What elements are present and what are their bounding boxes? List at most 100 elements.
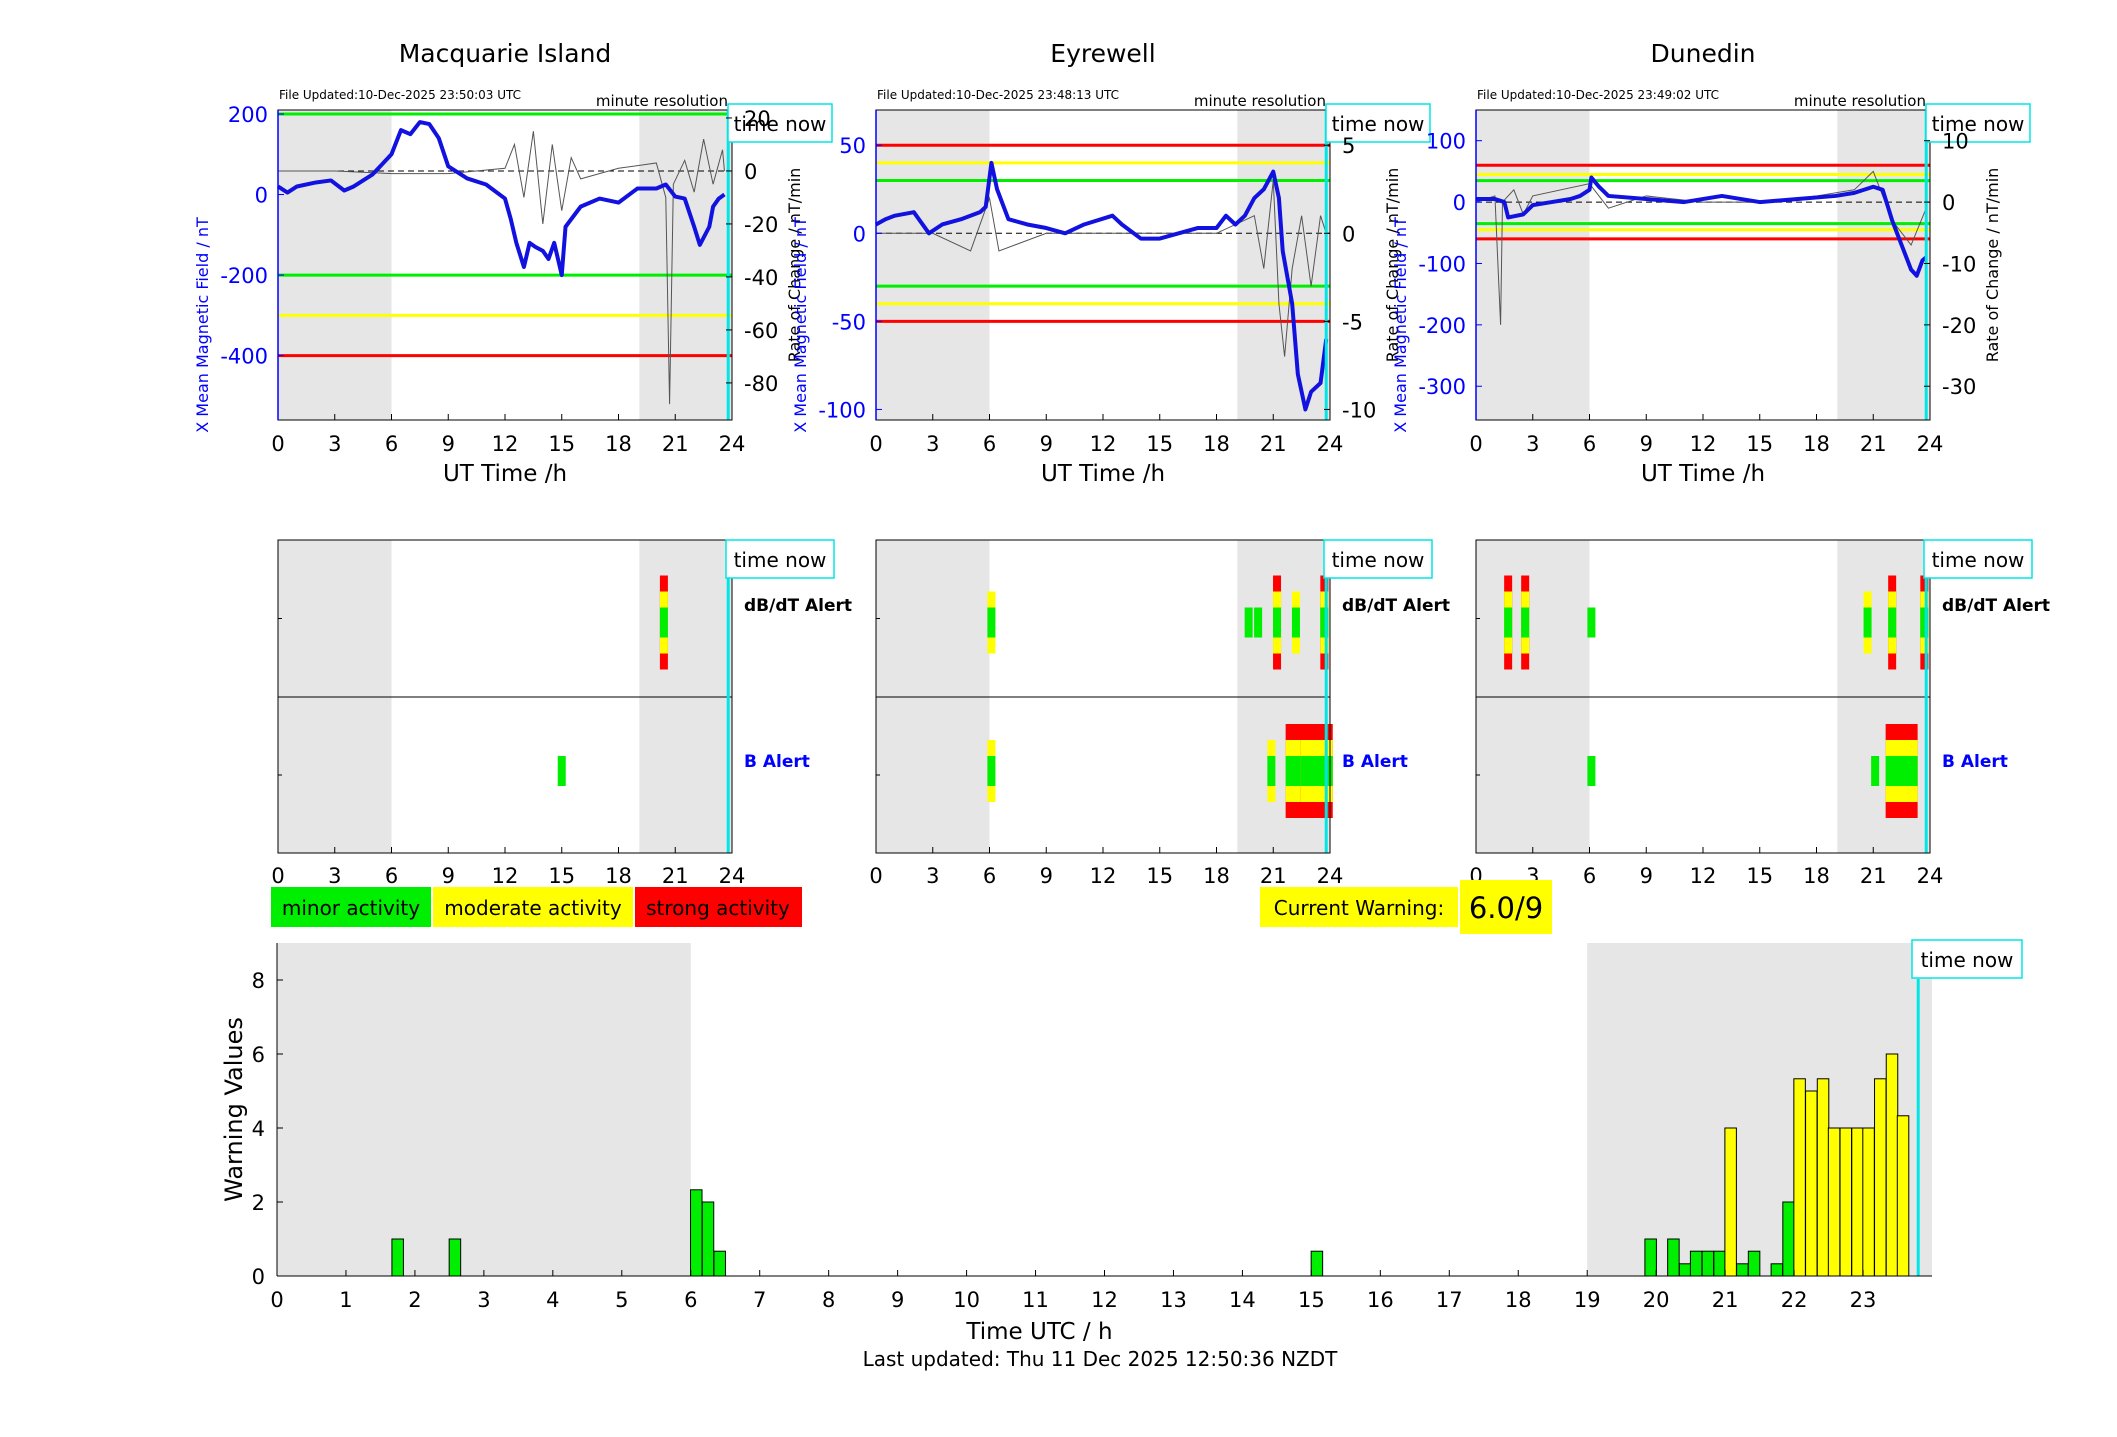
x-tick-label: 24	[1917, 864, 1944, 888]
current-warning-value-box	[1460, 880, 1552, 934]
legend-strong-label: strong activity	[646, 896, 790, 920]
time-now-box	[1911, 939, 2023, 979]
x-tick-label: 15	[1146, 864, 1173, 888]
left-tick-label: -300	[1418, 375, 1466, 399]
left-tick-label: -200	[1418, 314, 1466, 338]
warning-bar-moderate	[1874, 1078, 1887, 1277]
last-updated-text: Last updated: Thu 11 Dec 2025 12:50:36 N…	[863, 1347, 1339, 1371]
current-warning-label: Current Warning:	[1274, 896, 1444, 920]
warning-bar-minor	[1689, 1250, 1703, 1277]
x-tick-label: 18	[1203, 432, 1230, 456]
activity-legend: minor activity moderate activity strong ac…	[271, 887, 802, 927]
right-tick-label: 0	[744, 160, 757, 184]
x-tick-label: 9	[442, 432, 455, 456]
time-now-box	[1923, 539, 2033, 579]
legend-moderate-swatch	[433, 887, 633, 927]
warning-bar-moderate	[1896, 1115, 1910, 1277]
x-tick-label: 3	[328, 864, 341, 888]
current-warning-value: 6.0/9	[1469, 891, 1543, 925]
time-now-label: time now	[1332, 112, 1425, 136]
alert-mark-dbdt-minor	[1244, 607, 1253, 638]
x-tick-label: 10	[953, 1288, 980, 1312]
right-axis-label: Rate of Change / nT/min	[1983, 168, 2002, 363]
time-now-label: time now	[734, 548, 827, 572]
alert-mark-dbdt-strong	[1920, 607, 1929, 638]
x-axis-label: UT Time /h	[1041, 461, 1165, 487]
alert-mark-b-strong	[1300, 756, 1333, 786]
alert-mark-dbdt-strong	[1320, 607, 1329, 638]
x-tick-label: 2	[408, 1288, 421, 1312]
time-now-label: time now	[1332, 548, 1425, 572]
warning-bar-moderate	[1827, 1127, 1841, 1277]
x-tick-label: 0	[271, 864, 284, 888]
night-shading	[278, 110, 392, 420]
x-tick-label: 23	[1850, 1288, 1877, 1312]
x-tick-label: 6	[684, 1288, 697, 1312]
right-axis-label: Rate of Change / nT/min	[785, 168, 804, 363]
right-tick-label: -5	[1342, 310, 1363, 334]
file-updated-label: File Updated:10-Dec-2025 23:50:03 UTC	[279, 88, 521, 102]
x-tick-label: 3	[926, 432, 939, 456]
x-tick-label: 12	[1090, 864, 1117, 888]
current-warning: Current Warning: 6.0/9	[1260, 880, 1552, 934]
right-tick-label: -10	[1942, 252, 1976, 276]
x-tick-label: 18	[1803, 432, 1830, 456]
x-tick-label: 24	[1317, 864, 1344, 888]
left-tick-label: 0	[853, 222, 866, 246]
left-tick-label: -50	[832, 310, 866, 334]
warning-bar-moderate	[1793, 1078, 1806, 1277]
x-axis-label: UT Time /h	[443, 461, 567, 487]
x-tick-label: 22	[1781, 1288, 1808, 1312]
x-tick-label: 21	[1260, 432, 1287, 456]
x-tick-label: 6	[1583, 432, 1596, 456]
x-tick-label: 12	[1690, 864, 1717, 888]
x-tick-label: 3	[477, 1288, 490, 1312]
x-axis-label: UT Time /h	[1641, 461, 1765, 487]
warning-bar-minor	[713, 1250, 726, 1277]
y-tick-label: 6	[252, 1043, 265, 1067]
x-tick-label: 9	[1040, 864, 1053, 888]
left-tick-label: -200	[220, 264, 268, 288]
left-tick-label: 100	[1426, 130, 1466, 154]
left-tick-label: 0	[255, 184, 268, 208]
warning-bar-moderate	[1724, 1127, 1737, 1277]
magnetometer-panel-eyrewell: Eyrewell File Updated:10-Dec-2025 23:48:1…	[791, 39, 1431, 487]
x-tick-label: 19	[1574, 1288, 1601, 1312]
resolution-label: minute resolution	[1794, 92, 1926, 110]
x-tick-label: 12	[492, 432, 519, 456]
night-shading	[639, 110, 732, 420]
night-shading	[277, 943, 691, 1276]
right-tick-label: -80	[744, 372, 778, 396]
night-shading	[1837, 110, 1930, 420]
time-now-box	[1325, 103, 1431, 143]
x-tick-label: 21	[1260, 864, 1287, 888]
x-tick-label: 21	[1860, 432, 1887, 456]
time-now-label: time now	[1921, 948, 2014, 972]
alert-mark-dbdt-strong	[1504, 607, 1513, 638]
x-mean-series	[276, 120, 726, 278]
resolution-label: minute resolution	[1194, 92, 1326, 110]
x-tick-label: 9	[1040, 432, 1053, 456]
warning-bar-moderate	[1816, 1078, 1830, 1277]
alert-mark-dbdt-strong	[1273, 607, 1282, 638]
x-tick-label: 24	[719, 432, 746, 456]
right-tick-label: -30	[1942, 375, 1976, 399]
right-tick-label: 0	[1342, 222, 1355, 246]
x-tick-label: 3	[926, 864, 939, 888]
x-tick-label: 11	[1022, 1288, 1049, 1312]
x-tick-label: 6	[385, 432, 398, 456]
x-tick-label: 6	[385, 864, 398, 888]
x-tick-label: 0	[271, 432, 284, 456]
x-tick-label: 9	[442, 864, 455, 888]
x-tick-label: 3	[328, 432, 341, 456]
warning-values-chart: 0 1 2 3 4 5 6 7 8 9 10 11 12 13 14 15 16 17 18 19 20 21 22 2302…	[220, 939, 2023, 1345]
x-tick-label: 21	[1712, 1288, 1739, 1312]
x-tick-label: 9	[891, 1288, 904, 1312]
panel-title: Eyrewell	[1050, 39, 1155, 68]
time-now-label: time now	[1932, 112, 2025, 136]
rate-of-change-series	[278, 131, 725, 405]
warning-bar-minor	[1713, 1250, 1726, 1277]
alert-mark-dbdt-strong	[659, 607, 668, 638]
x-tick-label: 18	[605, 432, 632, 456]
alert-mark-b-moderate	[1267, 756, 1276, 786]
